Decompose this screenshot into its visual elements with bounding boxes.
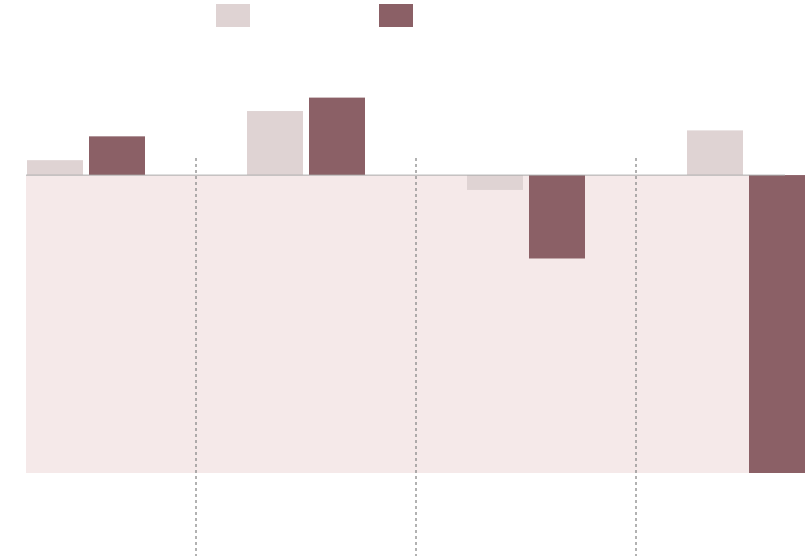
bar	[247, 111, 303, 176]
bar	[749, 175, 805, 473]
legend-swatch	[379, 4, 413, 27]
bar	[89, 136, 145, 176]
negative-region	[26, 175, 785, 473]
bar	[529, 175, 585, 259]
bar	[687, 130, 743, 176]
bar	[309, 97, 365, 176]
bar	[467, 175, 523, 190]
bar	[27, 160, 83, 176]
legend-swatch	[216, 4, 250, 27]
